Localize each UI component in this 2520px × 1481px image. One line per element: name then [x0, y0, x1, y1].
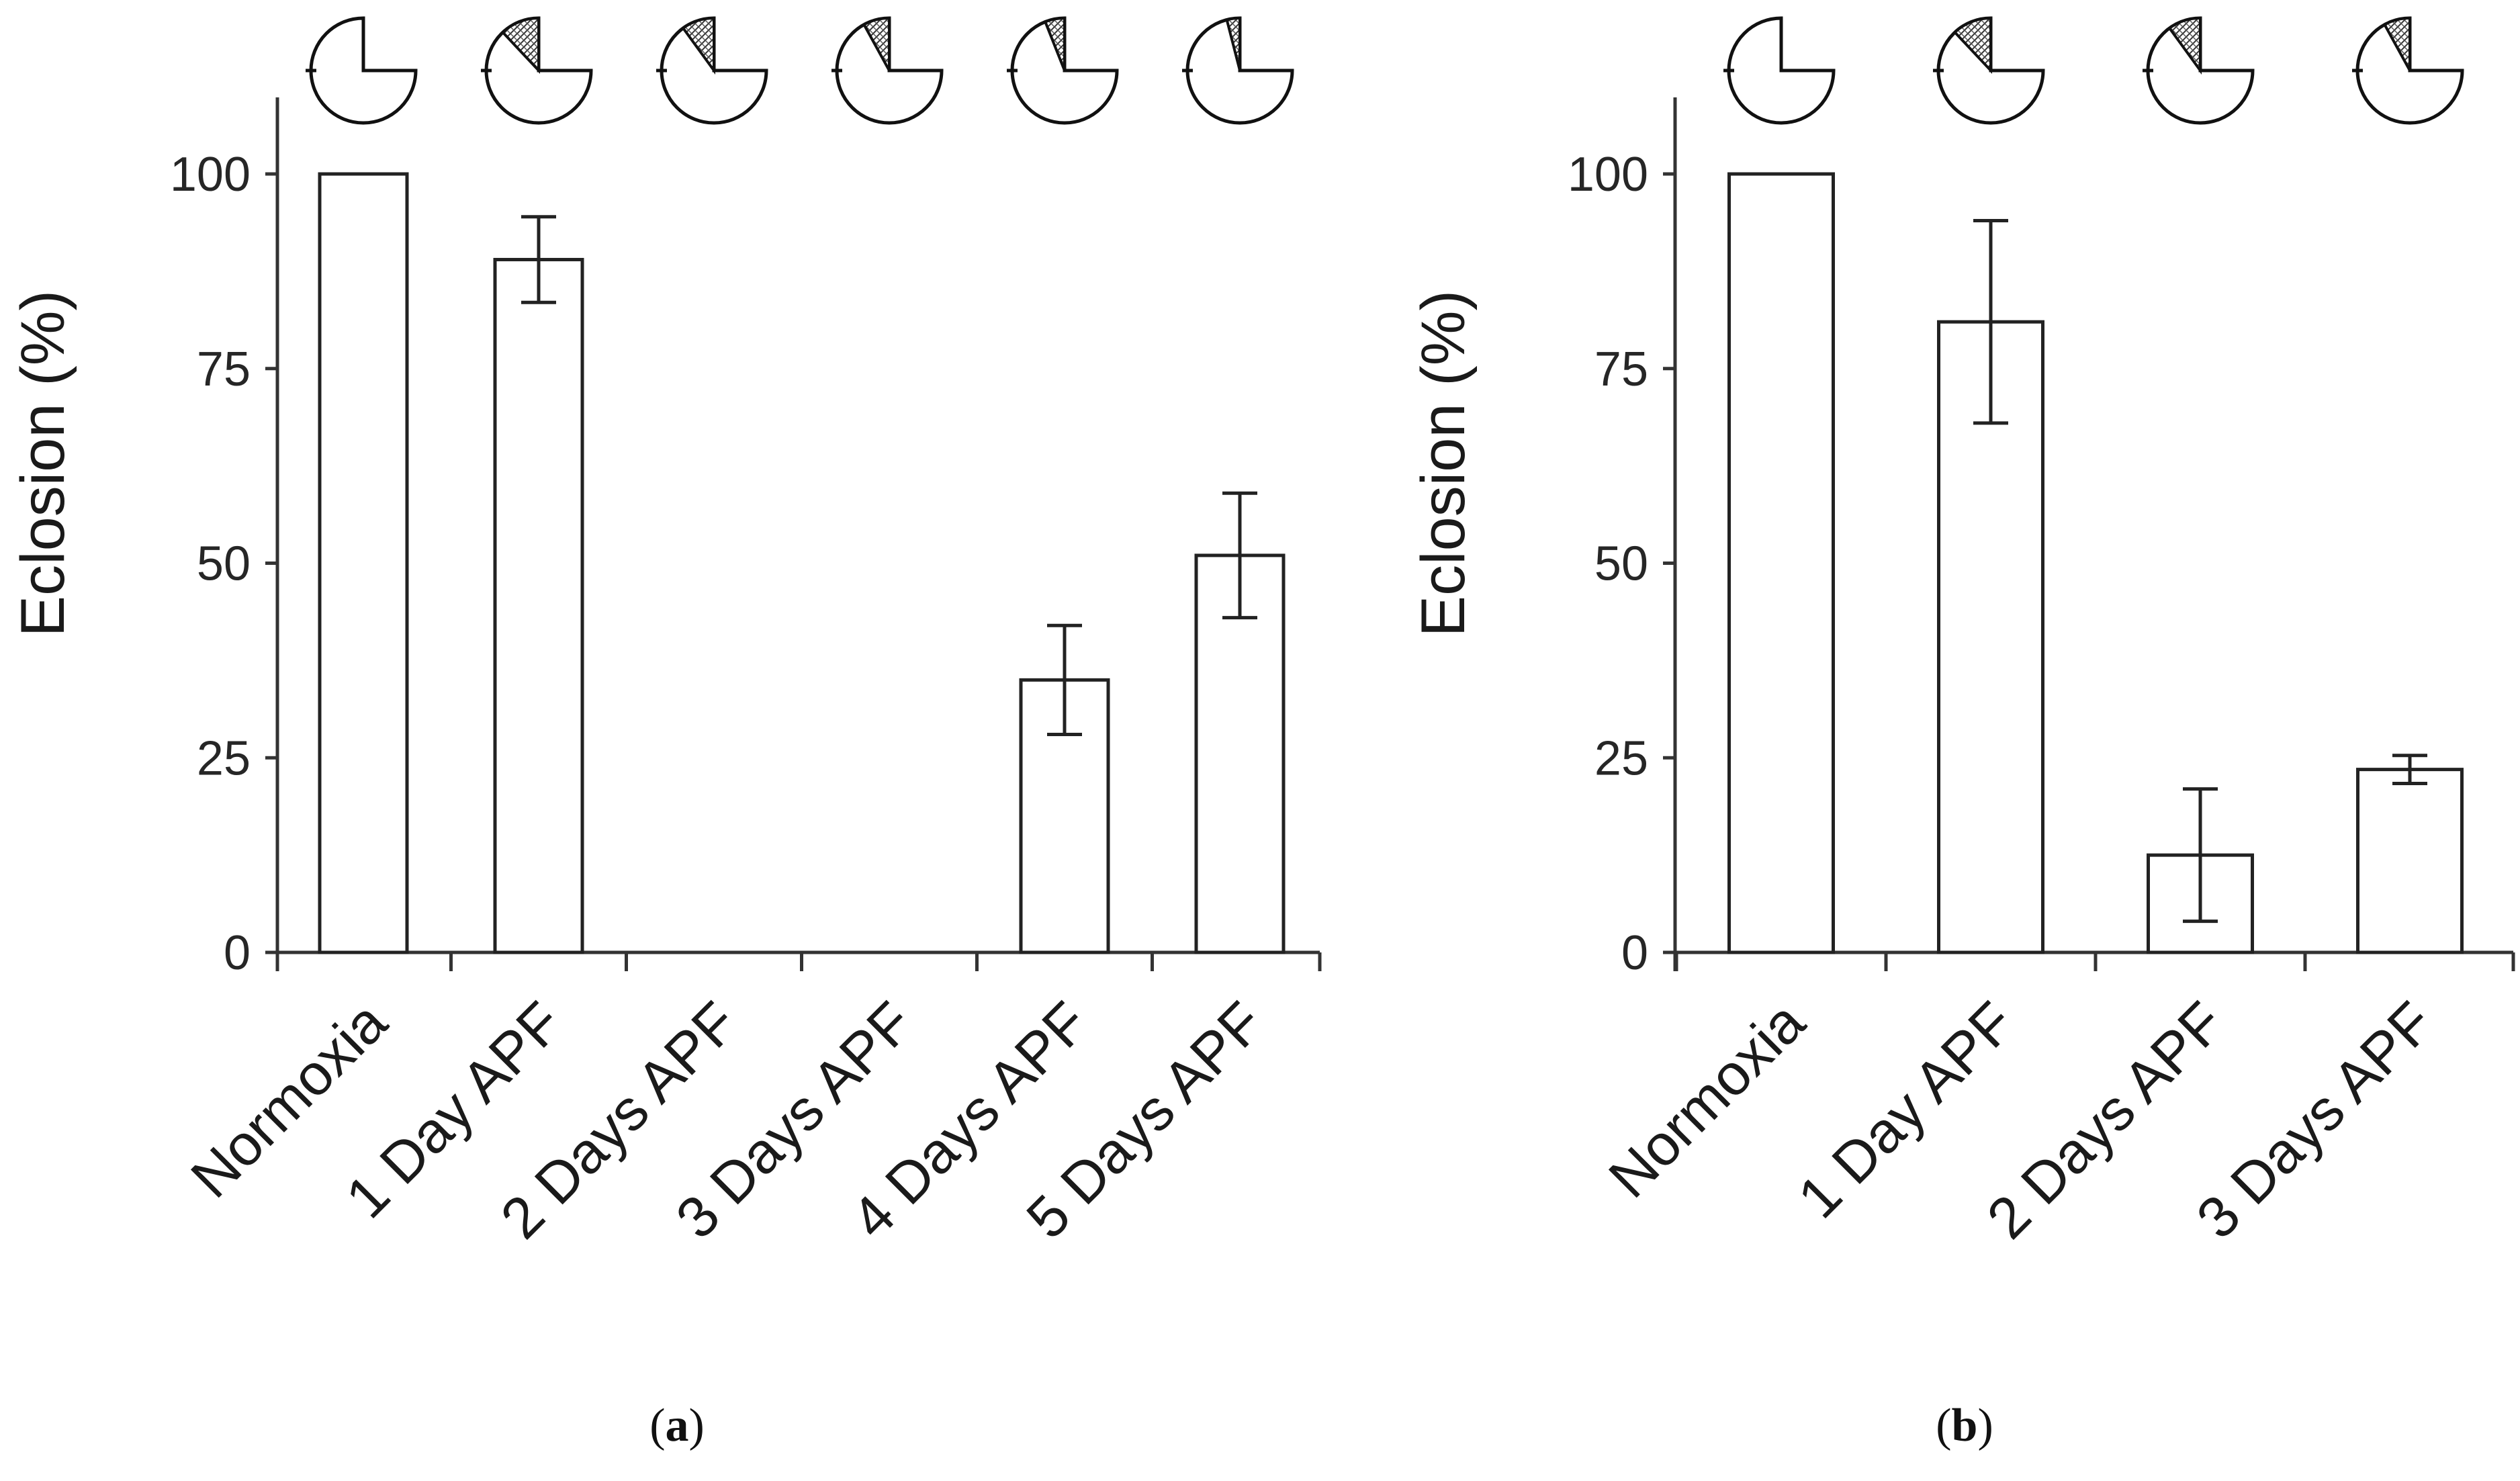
clock-hatched-wedge: [2382, 16, 2411, 71]
clock-hatched-wedge: [1952, 16, 1992, 75]
clock-icon: [1933, 16, 2045, 125]
clock-icon: [1182, 16, 1294, 125]
y-tick-label: 0: [1621, 926, 1648, 980]
clock-face: [1727, 16, 1836, 125]
clock-icon: [1007, 16, 1119, 125]
bar: [2356, 768, 2464, 954]
clock-face: [835, 16, 944, 125]
bar: [493, 257, 584, 954]
clock-face: [2146, 16, 2255, 125]
bar: [1194, 553, 1286, 954]
y-axis-label: Eclosion (%): [1409, 290, 1478, 637]
clock-face: [660, 16, 768, 125]
clock-hatched-wedge: [681, 16, 715, 75]
clock-icon: [2352, 16, 2464, 125]
clock-icon: [2143, 16, 2255, 125]
clock-face: [2355, 16, 2464, 125]
y-tick-label: 25: [1594, 731, 1648, 785]
clock-hatched-wedge: [1043, 16, 1066, 71]
y-tick-label: 50: [1594, 537, 1648, 591]
clock-hatched-wedge: [500, 16, 540, 75]
y-tick-label: 100: [170, 148, 251, 201]
y-tick-label: 50: [197, 537, 251, 591]
y-axis-label: Eclosion (%): [9, 290, 77, 637]
clock-hatched-wedge: [1225, 16, 1241, 71]
bar: [1937, 320, 2044, 954]
clock-icon: [481, 16, 593, 125]
y-tick-label: 25: [197, 731, 251, 785]
panel-label: (b): [1936, 1400, 1993, 1451]
clock-icon: [1723, 16, 1836, 125]
bar: [318, 172, 409, 954]
clock-icon: [656, 16, 768, 125]
y-tick-label: 75: [1594, 343, 1648, 396]
clock-face: [1010, 16, 1119, 125]
clock-hatched-wedge: [862, 16, 891, 71]
bar: [1727, 172, 1835, 954]
clock-icon: [306, 16, 418, 125]
clock-face: [309, 16, 418, 125]
panel-label: (a): [649, 1400, 705, 1451]
y-tick-label: 100: [1568, 148, 1648, 201]
clock-hatched-wedge: [2167, 16, 2202, 75]
clock-face: [1185, 16, 1294, 125]
x-tick-label: Normoxia: [1596, 989, 1817, 1210]
y-tick-label: 0: [224, 926, 251, 980]
clock-icon: [831, 16, 944, 125]
y-tick-label: 75: [197, 343, 251, 396]
